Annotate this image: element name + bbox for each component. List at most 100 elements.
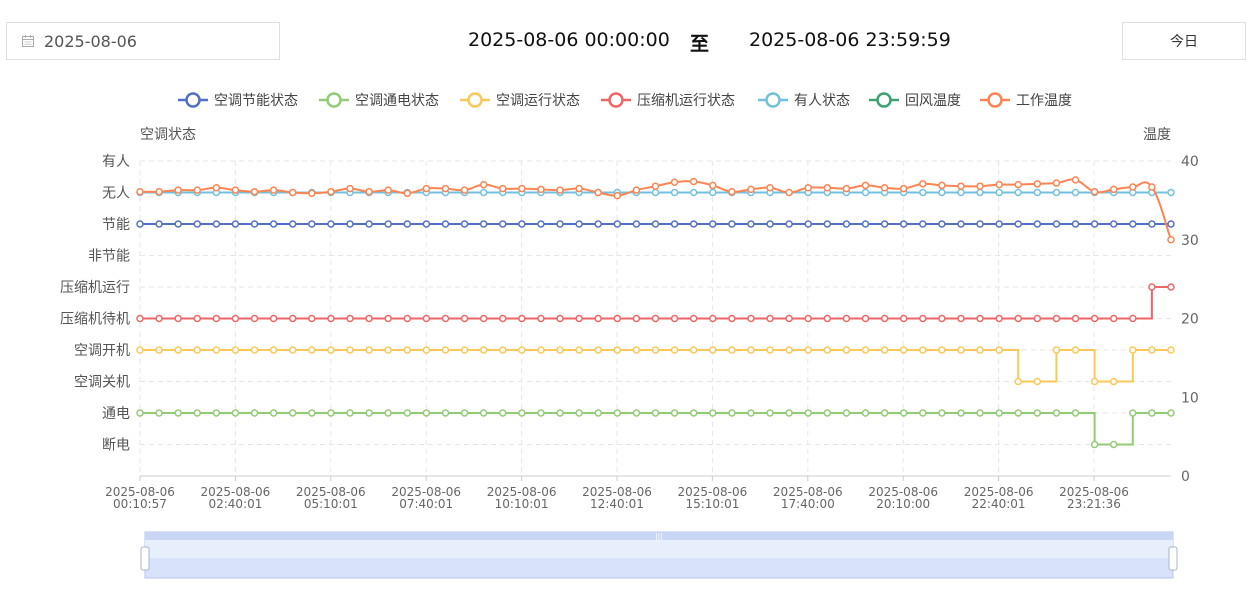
data-point[interactable]: [231, 409, 240, 417]
data-point[interactable]: [346, 184, 354, 193]
data-point[interactable]: [1052, 220, 1061, 228]
data-point[interactable]: [384, 186, 392, 194]
data-point[interactable]: [670, 220, 679, 228]
data-point[interactable]: [403, 189, 412, 198]
data-point[interactable]: [212, 346, 221, 354]
data-point[interactable]: [288, 346, 297, 354]
data-point[interactable]: [537, 185, 545, 194]
data-point[interactable]: [1071, 314, 1080, 323]
data-point[interactable]: [288, 188, 297, 197]
data-point[interactable]: [651, 182, 660, 190]
data-point[interactable]: [1052, 188, 1061, 197]
data-point[interactable]: [861, 188, 870, 197]
data-point[interactable]: [518, 346, 526, 354]
zoom-handle-right[interactable]: [1168, 546, 1178, 571]
data-point[interactable]: [327, 409, 335, 417]
data-point[interactable]: [556, 314, 564, 323]
data-point[interactable]: [1109, 440, 1118, 449]
data-point[interactable]: [231, 186, 240, 194]
data-point[interactable]: [728, 220, 736, 228]
data-point[interactable]: [976, 314, 984, 323]
data-point[interactable]: [995, 180, 1003, 189]
data-point[interactable]: [689, 346, 698, 354]
data-point[interactable]: [1129, 220, 1137, 228]
data-point[interactable]: [766, 184, 774, 192]
data-point[interactable]: [1167, 283, 1175, 291]
data-point[interactable]: [1033, 188, 1042, 197]
data-point[interactable]: [556, 346, 564, 354]
data-point[interactable]: [766, 314, 774, 323]
data-point[interactable]: [212, 184, 221, 192]
data-point[interactable]: [785, 346, 793, 354]
data-point[interactable]: [1148, 346, 1156, 354]
data-point[interactable]: [804, 409, 812, 417]
data-point[interactable]: [136, 314, 144, 323]
data-point[interactable]: [1090, 440, 1099, 449]
data-point[interactable]: [670, 178, 679, 187]
data-point[interactable]: [1167, 220, 1175, 228]
data-point[interactable]: [422, 409, 431, 417]
data-point[interactable]: [651, 220, 660, 228]
data-point[interactable]: [308, 346, 316, 354]
data-point[interactable]: [899, 184, 908, 193]
data-point[interactable]: [766, 220, 774, 228]
data-point[interactable]: [804, 314, 812, 323]
data-point[interactable]: [1129, 314, 1137, 323]
data-point[interactable]: [842, 220, 851, 228]
data-point[interactable]: [136, 409, 144, 417]
data-point[interactable]: [689, 409, 698, 417]
data-point[interactable]: [1129, 409, 1137, 417]
data-point[interactable]: [499, 346, 507, 354]
data-point[interactable]: [1109, 377, 1118, 386]
data-point[interactable]: [403, 409, 412, 417]
data-point[interactable]: [1129, 183, 1137, 191]
data-point[interactable]: [288, 220, 297, 228]
legend-item[interactable]: 有人状态: [758, 92, 850, 109]
data-point[interactable]: [976, 346, 984, 354]
data-point[interactable]: [441, 314, 450, 323]
data-point[interactable]: [747, 314, 755, 323]
data-point[interactable]: [250, 314, 259, 323]
data-zoom-slider[interactable]: |||: [140, 531, 1178, 579]
data-point[interactable]: [384, 346, 392, 354]
data-point[interactable]: [919, 409, 927, 417]
data-point[interactable]: [1167, 188, 1175, 197]
data-point[interactable]: [747, 346, 755, 354]
data-point[interactable]: [1071, 188, 1080, 197]
data-point[interactable]: [632, 220, 641, 228]
data-point[interactable]: [1052, 409, 1061, 417]
data-point[interactable]: [136, 220, 144, 228]
data-point[interactable]: [785, 188, 793, 197]
data-point[interactable]: [899, 346, 908, 354]
data-point[interactable]: [1033, 377, 1042, 386]
data-point[interactable]: [479, 346, 488, 354]
data-point[interactable]: [613, 346, 622, 354]
data-point[interactable]: [594, 314, 602, 323]
data-point[interactable]: [632, 186, 641, 194]
legend[interactable]: 空调节能状态 空调通电状态 空调运行状态 压缩机运行状态 有人状态 回风温度 工作温度: [178, 92, 1072, 109]
data-point[interactable]: [346, 346, 354, 354]
data-point[interactable]: [441, 220, 450, 228]
data-point[interactable]: [575, 409, 583, 417]
data-point[interactable]: [308, 314, 316, 323]
data-point[interactable]: [537, 314, 545, 323]
data-point[interactable]: [861, 181, 870, 190]
data-point[interactable]: [556, 409, 564, 417]
data-point[interactable]: [575, 184, 583, 193]
data-point[interactable]: [403, 346, 412, 354]
data-point[interactable]: [212, 220, 221, 228]
data-point[interactable]: [957, 409, 965, 417]
data-point[interactable]: [613, 220, 622, 228]
today-button[interactable]: 今日: [1122, 22, 1246, 60]
legend-item[interactable]: 回风温度: [869, 92, 961, 109]
data-point[interactable]: [537, 220, 545, 228]
data-point[interactable]: [308, 409, 316, 417]
data-point[interactable]: [957, 220, 965, 228]
data-point[interactable]: [269, 314, 278, 323]
data-point[interactable]: [880, 346, 889, 354]
data-point[interactable]: [250, 346, 259, 354]
data-point[interactable]: [823, 346, 832, 354]
data-point[interactable]: [288, 314, 297, 323]
data-point[interactable]: [1167, 409, 1175, 417]
data-point[interactable]: [632, 409, 641, 417]
